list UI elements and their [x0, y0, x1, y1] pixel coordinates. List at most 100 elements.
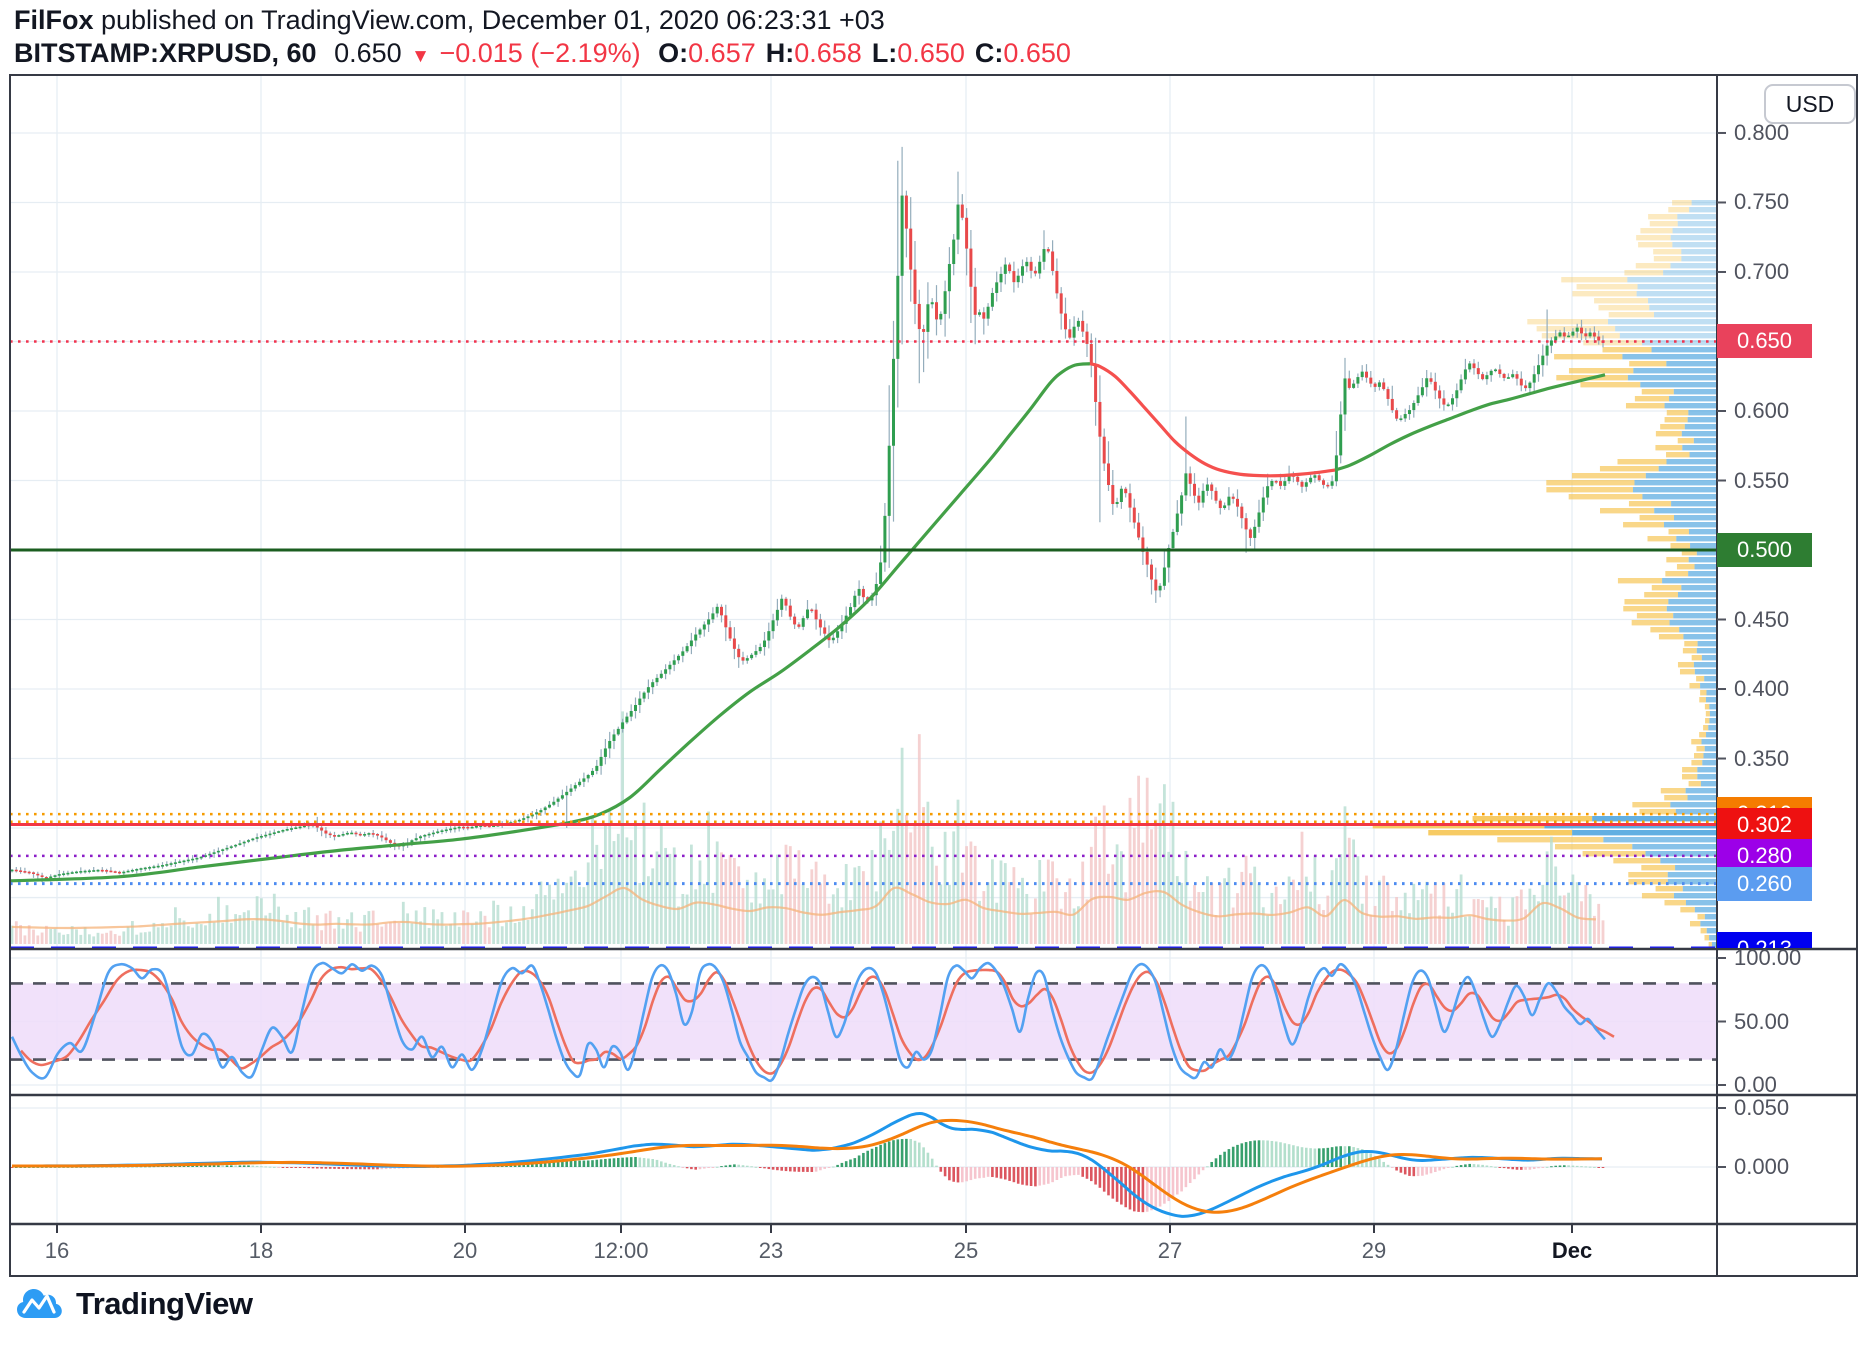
- candle-body: [1446, 404, 1450, 407]
- candle-body: [208, 853, 212, 856]
- candle-body: [1279, 481, 1282, 486]
- candle-body: [612, 734, 616, 741]
- candle-body: [741, 657, 745, 661]
- candle-body: [440, 830, 444, 832]
- candle-body: [1158, 585, 1162, 591]
- candle-body: [689, 640, 693, 647]
- candle-body: [182, 860, 186, 863]
- candle-body: [1296, 476, 1300, 482]
- time-axis-label: 20: [452, 1238, 478, 1263]
- candle-body: [423, 834, 427, 837]
- candle-body: [569, 788, 573, 792]
- candle-body: [186, 859, 190, 862]
- candle-body: [1081, 320, 1085, 332]
- moving-average-line: [10, 362, 1091, 883]
- time-axis-label: 18: [248, 1238, 274, 1263]
- currency-toggle-button[interactable]: USD: [1764, 84, 1856, 124]
- stochastic-pane[interactable]: [10, 950, 1717, 1094]
- candle-body: [1154, 579, 1158, 591]
- candle-body: [1438, 390, 1442, 399]
- candle-body: [1210, 484, 1214, 491]
- candle-body: [1137, 522, 1141, 538]
- candle-body: [1055, 270, 1059, 294]
- candle-body: [814, 609, 818, 620]
- candle-body: [793, 616, 797, 625]
- stoch-axis-label: 0.00: [1734, 1072, 1777, 1097]
- candle-body: [1003, 264, 1007, 274]
- candle-body: [1098, 401, 1102, 437]
- candle-body: [1253, 526, 1257, 538]
- candle-body: [212, 852, 216, 854]
- candle-body: [1360, 371, 1364, 378]
- candle-body: [216, 850, 220, 853]
- candle-body: [1283, 481, 1287, 486]
- candle-body: [1094, 364, 1098, 402]
- candle-body: [1171, 531, 1175, 549]
- candle-body: [1399, 418, 1403, 420]
- candle-body: [1270, 480, 1274, 487]
- candle-body: [113, 871, 117, 873]
- candle-body: [1197, 495, 1201, 503]
- candle-wicks: [11, 146, 1604, 883]
- candle-body: [92, 870, 96, 872]
- candle-body: [457, 826, 461, 829]
- candle-body: [1416, 395, 1420, 404]
- candle-body: [345, 832, 349, 835]
- candle-body: [62, 873, 66, 876]
- main-pane[interactable]: [10, 75, 1717, 949]
- publish-line: FilFox published on TradingView.com, Dec…: [14, 4, 1071, 37]
- volume-ma-line: [11, 886, 1597, 930]
- candle-body: [363, 834, 367, 836]
- candle-body: [578, 781, 582, 786]
- price-axis-label: 0.400: [1734, 676, 1790, 702]
- candle-body: [1506, 377, 1510, 379]
- candle-body: [277, 831, 281, 833]
- candle-body: [474, 826, 478, 828]
- candle-body: [1029, 261, 1033, 271]
- candle-body: [780, 598, 784, 610]
- candle-body: [655, 677, 659, 683]
- candle-body: [1257, 512, 1261, 527]
- candle-body: [1300, 481, 1304, 487]
- candle-body: [535, 812, 539, 815]
- candle-body: [173, 862, 177, 864]
- candle-body: [328, 833, 332, 836]
- candle-body: [887, 445, 891, 516]
- candle-body: [1248, 529, 1252, 538]
- candle-body: [23, 871, 27, 873]
- macd-axis-label: 0.050: [1734, 1095, 1790, 1120]
- price-change: −0.015 (−2.19%): [439, 38, 641, 68]
- candle-body: [560, 795, 564, 799]
- candle-body: [427, 833, 431, 836]
- candle-body: [986, 306, 990, 319]
- candle-body: [1580, 327, 1583, 334]
- candle-body: [1442, 398, 1446, 405]
- candle-body: [861, 588, 865, 598]
- candle-body: [1575, 327, 1579, 332]
- candle-body: [169, 863, 173, 865]
- candle-body: [591, 770, 594, 776]
- candle-body: [1412, 403, 1416, 411]
- candle-body: [879, 562, 883, 585]
- candle-body: [1124, 488, 1128, 494]
- symbol-title[interactable]: BITSTAMP:XRPUSD, 60: [14, 38, 317, 68]
- candle-body: [75, 871, 78, 874]
- candle-body: [857, 588, 861, 596]
- author-name: FilFox: [14, 5, 94, 35]
- price-level-badge: 0.213: [1717, 931, 1812, 948]
- price-axis-label: 0.550: [1734, 467, 1790, 493]
- candle-body: [1386, 389, 1390, 399]
- candle-body: [1502, 373, 1506, 378]
- candle-body: [32, 872, 35, 874]
- candle-body: [1038, 261, 1042, 274]
- candle-body: [724, 615, 728, 628]
- macd-pane[interactable]: [10, 1096, 1717, 1224]
- candle-body: [621, 722, 625, 729]
- macd-axis-label: 0.000: [1734, 1154, 1790, 1179]
- tradingview-logo[interactable]: TradingView: [16, 1286, 253, 1322]
- macd-signal-line: [11, 1118, 1603, 1214]
- candle-body: [290, 828, 293, 830]
- candle-body: [1472, 363, 1476, 369]
